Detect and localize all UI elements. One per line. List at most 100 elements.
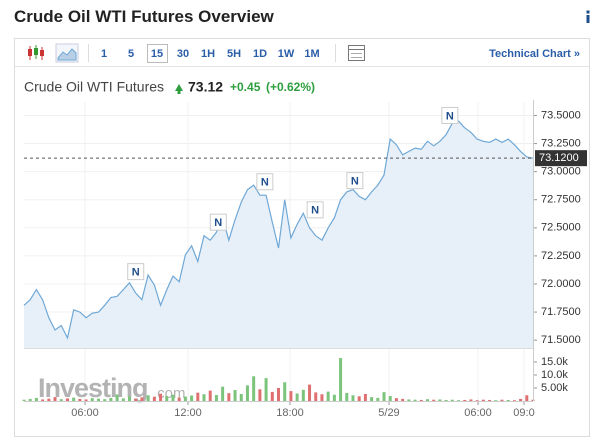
volume-bar (488, 399, 492, 401)
volume-bar (196, 392, 200, 401)
volume-bar (419, 399, 423, 401)
y-tick-label: 71.5000 (541, 334, 581, 346)
volume-bar (432, 399, 436, 401)
volume-bar (28, 398, 32, 401)
volume-bar (339, 358, 343, 401)
volume-bar (214, 395, 218, 401)
interval-button[interactable]: 15 (151, 48, 163, 60)
volume-bar (183, 396, 187, 401)
interval-button[interactable]: 1H (201, 48, 215, 60)
news-marker-label: N (214, 217, 222, 229)
y-tick-label: 72.7500 (541, 194, 581, 206)
volume-bar (121, 398, 125, 401)
volume-bar (388, 396, 392, 401)
volume-bar (357, 396, 361, 401)
watermark: Investing .com (38, 373, 186, 403)
volume-bar (152, 396, 156, 401)
volume-bar (103, 399, 107, 401)
volume-bar (314, 392, 318, 401)
volume-bar (425, 399, 429, 401)
volume-bar (34, 397, 38, 401)
volume-bar (96, 398, 100, 401)
volume-bar (115, 394, 119, 401)
interval-button[interactable]: 1M (304, 48, 319, 60)
selected-interval-box (147, 44, 168, 63)
volume-bar (500, 399, 504, 401)
volume-bar (264, 378, 268, 401)
y-tick-label: 73.2500 (541, 137, 581, 149)
up-arrow (175, 84, 183, 94)
volume-bar (65, 398, 69, 401)
news-marker-label: N (261, 177, 269, 189)
interval-button[interactable]: 1D (253, 48, 267, 60)
volume-bar (202, 394, 206, 401)
area-icon[interactable] (55, 43, 79, 63)
volume-bar (252, 376, 256, 401)
volume-bar (22, 399, 26, 401)
volume-bar (258, 389, 262, 401)
x-tick-label: 5/29 (378, 407, 399, 419)
volume-bar (308, 384, 312, 401)
candle-icon[interactable] (28, 45, 44, 60)
y-tick-label: 72.5000 (541, 222, 581, 234)
current-price-label: 73.1200 (539, 152, 579, 164)
y-tick-label: 73.5000 (541, 109, 581, 121)
interval-button[interactable]: 5 (128, 48, 134, 60)
volume-bar (519, 398, 523, 401)
volume-bar (239, 393, 243, 401)
news-marker[interactable] (346, 172, 364, 190)
volume-bar (512, 400, 516, 401)
current-price-box (535, 150, 587, 167)
volume-bar (413, 399, 417, 401)
interval-button[interactable]: 5H (227, 48, 241, 60)
y-tick-label: 71.7500 (541, 306, 581, 318)
news-marker[interactable] (306, 201, 324, 219)
volume-bar (190, 395, 194, 401)
volume-bar (301, 389, 305, 401)
interval-button[interactable]: 1 (101, 48, 107, 60)
widget-border (14, 38, 590, 437)
volume-bar (394, 398, 398, 401)
price-change: +0.45 (230, 80, 261, 94)
volume-bar (438, 399, 442, 401)
volume-bar (494, 400, 498, 401)
news-marker[interactable] (441, 106, 459, 124)
volume-bar (41, 399, 45, 401)
x-tick-label: 09:0 (513, 407, 534, 419)
volume-bar (233, 390, 237, 401)
volume-bar (457, 400, 461, 401)
volume-bar (84, 399, 88, 401)
volume-bar (481, 399, 485, 401)
volume-bar (407, 399, 411, 401)
volume-bar (245, 385, 249, 401)
volume-bar (444, 399, 448, 401)
news-marker-label: N (351, 176, 359, 188)
volume-bar (59, 399, 63, 401)
volume-bar (469, 399, 473, 401)
volume-bar (345, 392, 349, 401)
volume-bar (270, 391, 274, 401)
volume-bar (177, 397, 181, 401)
volume-bar (295, 393, 299, 401)
volume-bar (326, 391, 330, 401)
news-marker[interactable] (256, 173, 274, 191)
interval-button[interactable]: 30 (177, 48, 189, 60)
news-marker[interactable] (209, 213, 227, 231)
info-icon[interactable] (580, 8, 596, 26)
volume-bar (401, 398, 405, 401)
interval-button[interactable]: 1W (278, 48, 295, 60)
volume-bar (463, 399, 467, 401)
table-icon[interactable] (348, 45, 365, 61)
volume-bar (351, 395, 355, 401)
volume-bar (47, 398, 51, 401)
volume-bar (376, 397, 380, 401)
technical-chart-link[interactable]: Technical Chart » (489, 48, 580, 60)
volume-bar (332, 394, 336, 401)
volume-bar (382, 392, 386, 401)
news-marker[interactable] (127, 263, 145, 281)
volume-bar (165, 396, 169, 401)
volume-bar (370, 397, 374, 401)
volume-bar (277, 387, 280, 401)
